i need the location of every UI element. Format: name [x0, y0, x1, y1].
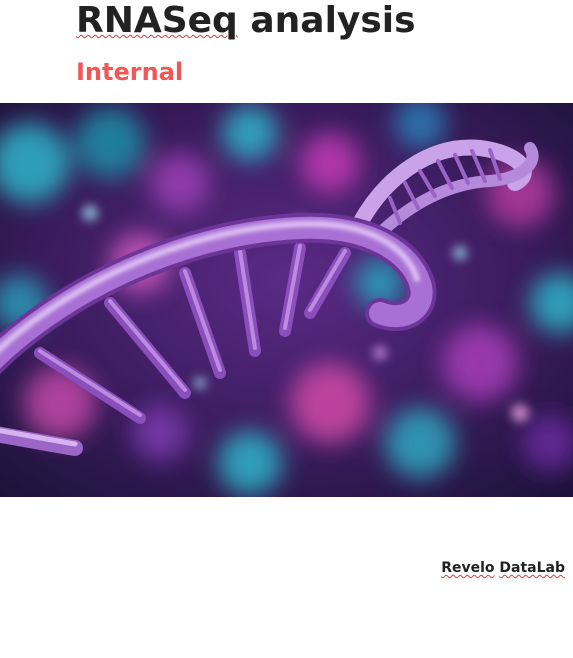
author-first: Revelo [441, 560, 495, 576]
document-subtitle: Internal [76, 58, 184, 86]
document-title: RNASeq analysis [76, 0, 416, 42]
author-second: DataLab [499, 560, 565, 576]
dna-helix-cover-image [0, 103, 573, 497]
author-name: Revelo DataLab [441, 560, 565, 576]
title-word-analysis: analysis [237, 0, 416, 41]
title-word-rnaseq: RNASeq [76, 0, 238, 41]
